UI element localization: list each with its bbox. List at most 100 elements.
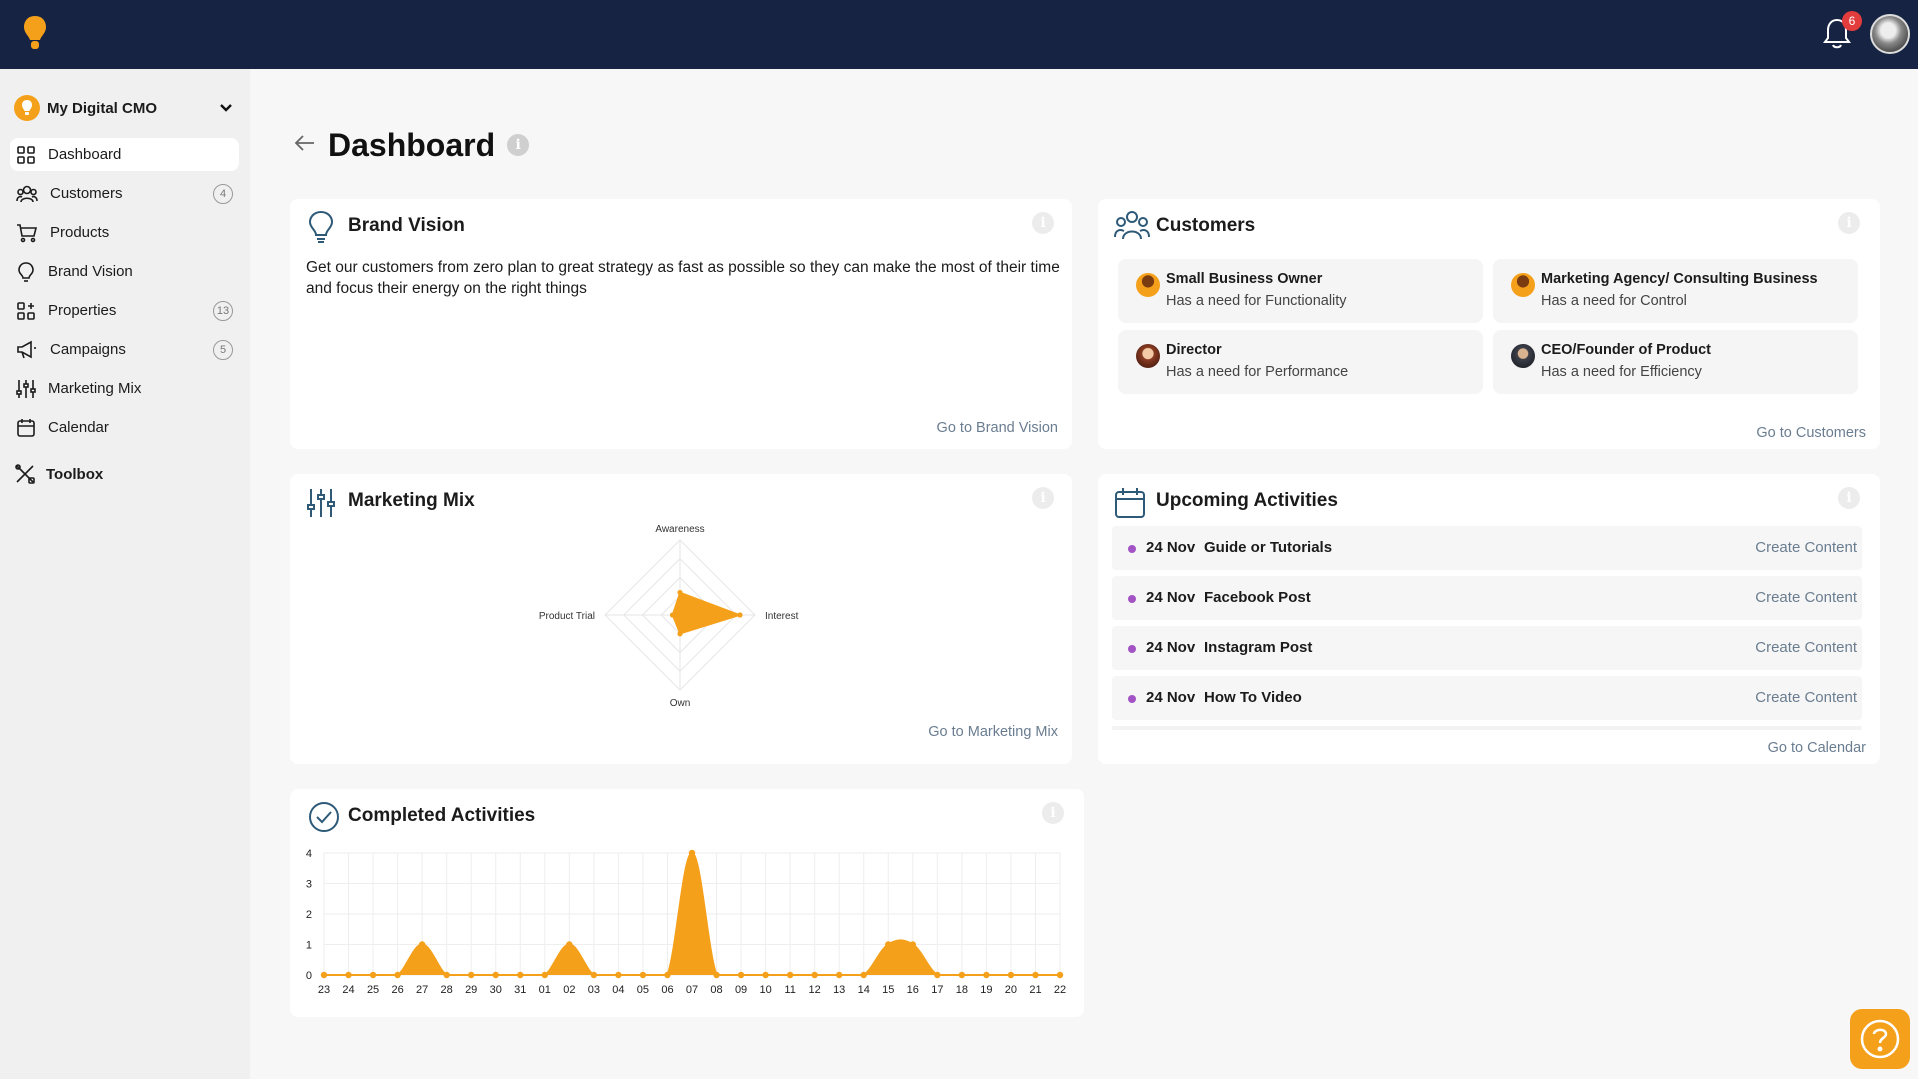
persona-name: CEO/Founder of Product (1541, 342, 1711, 358)
persona-avatar (1136, 273, 1160, 297)
x-tick-label: 25 (367, 984, 379, 996)
apps-icon (17, 301, 35, 320)
go-to-calendar-link[interactable]: Go to Calendar (1767, 740, 1866, 756)
persona-card[interactable]: Marketing Agency/ Consulting Business Ha… (1493, 259, 1858, 323)
completed-activities-card: Completed Activities i 0 1 2 3 4 23 24 25 26 27 28… (290, 789, 1084, 1017)
user-avatar[interactable] (1870, 14, 1910, 54)
sidebar-item-customers[interactable]: Customers 4 (10, 177, 239, 210)
data-point (394, 971, 401, 979)
activity-row[interactable]: 24 Nov Facebook Post Create Content (1112, 576, 1862, 620)
info-icon[interactable]: i (1032, 487, 1054, 509)
activity-date: 24 Nov (1146, 589, 1196, 606)
x-tick-label: 28 (441, 984, 453, 996)
app-logo-icon[interactable] (22, 14, 48, 57)
persona-avatar (1136, 344, 1160, 368)
data-point (688, 849, 696, 857)
workspace-selector[interactable]: My Digital CMO (14, 93, 236, 123)
card-title: Marketing Mix (348, 490, 475, 511)
x-tick-label: 05 (637, 984, 649, 996)
info-icon[interactable]: i (1838, 212, 1860, 234)
info-icon[interactable]: i (1838, 487, 1860, 509)
workspace-name: My Digital CMO (47, 99, 158, 117)
create-content-link[interactable]: Create Content (1755, 689, 1857, 706)
x-tick-label: 04 (612, 984, 624, 996)
sidebar-item-label: Customers (50, 185, 123, 202)
go-to-marketing-mix-link[interactable]: Go to Marketing Mix (928, 724, 1058, 740)
create-content-link[interactable]: Create Content (1755, 589, 1857, 606)
activity-row[interactable]: 24 Nov How To Video Create Content (1112, 676, 1862, 720)
sidebar-item-properties[interactable]: Properties 13 (10, 294, 239, 327)
sidebar-item-label: Marketing Mix (48, 380, 142, 397)
sidebar-item-brand-vision[interactable]: Brand Vision (10, 255, 239, 288)
x-tick-label: 07 (686, 984, 698, 996)
x-tick-label: 13 (833, 984, 845, 996)
info-icon[interactable]: i (1042, 802, 1064, 824)
persona-card[interactable]: Director Has a need for Performance (1118, 330, 1483, 394)
sidebar-item-calendar[interactable]: Calendar (10, 411, 239, 444)
activity-row[interactable]: 24 Nov Instagram Post Create Content (1112, 626, 1862, 670)
chevron-down-icon[interactable] (218, 100, 234, 121)
marketing-mix-radar-chart: Awareness Interest Own Product Trial (539, 524, 799, 709)
activity-title: Facebook Post (1204, 589, 1311, 606)
users-icon (16, 185, 38, 202)
count-badge: 4 (213, 184, 233, 204)
x-tick-label: 22 (1054, 984, 1066, 996)
sidebar-item-dashboard[interactable]: Dashboard (10, 138, 239, 171)
count-badge: 5 (213, 340, 233, 360)
data-point (934, 971, 941, 979)
x-tick-label: 18 (956, 984, 968, 996)
data-point (639, 971, 647, 979)
upcoming-activities-card: Upcoming Activities i 24 Nov Guide or Tu… (1098, 474, 1880, 764)
toolbox-label: Toolbox (46, 465, 104, 483)
radar-point (677, 589, 683, 596)
completed-area (324, 853, 1060, 975)
x-tick-label: 03 (588, 984, 600, 996)
x-tick-label: 11 (784, 984, 795, 996)
radar-axis-label: Interest (765, 611, 799, 622)
x-tick-label: 10 (759, 984, 771, 996)
persona-card[interactable]: CEO/Founder of Product Has a need for Ef… (1493, 330, 1858, 394)
scroll-fade (1112, 726, 1862, 730)
y-tick-label: 3 (306, 879, 312, 891)
help-button[interactable] (1850, 1009, 1910, 1069)
persona-avatar (1511, 273, 1535, 297)
data-point (443, 971, 450, 979)
persona-avatar (1511, 344, 1535, 368)
sidebar-item-campaigns[interactable]: Campaigns 5 (10, 333, 239, 366)
tools-icon (15, 464, 35, 484)
x-tick-label: 23 (318, 984, 330, 996)
x-tick-label: 15 (882, 984, 894, 996)
y-tick-label: 0 (306, 970, 312, 982)
sliders-icon (306, 487, 336, 524)
sidebar-item-label: Products (50, 224, 110, 241)
data-point (909, 941, 916, 948)
x-tick-label: 24 (342, 984, 354, 996)
activity-date: 24 Nov (1146, 689, 1196, 706)
activity-row[interactable]: 24 Nov Guide or Tutorials Create Content (1112, 526, 1862, 570)
create-content-link[interactable]: Create Content (1755, 539, 1857, 556)
back-arrow-icon[interactable] (294, 134, 316, 157)
data-point (713, 971, 720, 979)
activity-date: 24 Nov (1146, 639, 1196, 656)
persona-name: Marketing Agency/ Consulting Business (1541, 271, 1818, 287)
info-icon[interactable]: i (1032, 212, 1054, 234)
sidebar-toolbox[interactable]: Toolbox (14, 459, 103, 489)
sidebar-item-products[interactable]: Products (10, 216, 239, 249)
x-tick-label: 12 (809, 984, 821, 996)
megaphone-icon (17, 340, 36, 358)
sidebar-item-label: Brand Vision (48, 263, 133, 280)
go-to-brand-vision-link[interactable]: Go to Brand Vision (936, 420, 1058, 436)
create-content-link[interactable]: Create Content (1755, 639, 1857, 656)
sidebar-nav: Dashboard Customers 4 Products Brand Vis… (10, 138, 239, 450)
x-tick-label: 19 (980, 984, 992, 996)
go-to-customers-link[interactable]: Go to Customers (1756, 425, 1866, 441)
radar-point (737, 612, 743, 618)
activity-title: Instagram Post (1204, 639, 1313, 656)
info-icon[interactable]: i (507, 134, 530, 156)
persona-card[interactable]: Small Business Owner Has a need for Func… (1118, 259, 1483, 323)
sidebar-item-marketing-mix[interactable]: Marketing Mix (10, 372, 239, 405)
customers-card: Customers i Small Business Owner Has a n… (1098, 199, 1880, 449)
sidebar-item-label: Properties (48, 302, 117, 319)
radar-axis-label: Own (670, 698, 691, 709)
data-point (983, 971, 990, 979)
